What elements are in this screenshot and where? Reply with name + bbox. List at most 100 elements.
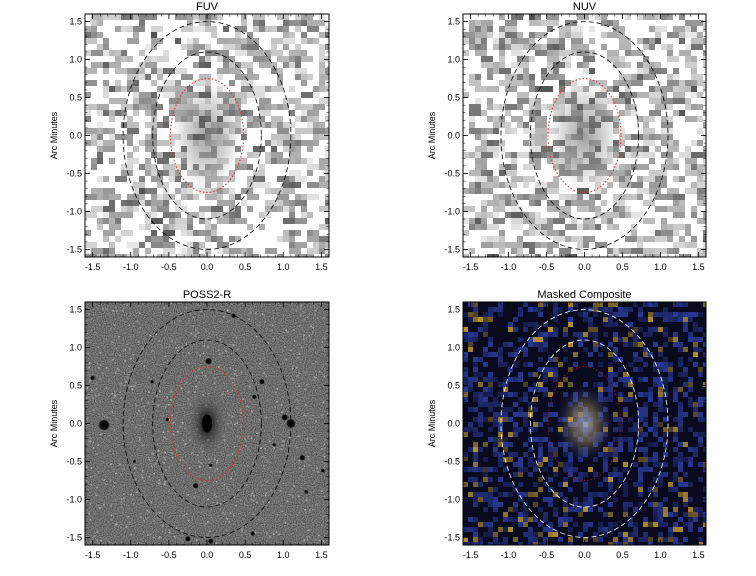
- y-tick-label: -0.5: [444, 168, 460, 178]
- y-tick-label: 0.0: [69, 419, 82, 429]
- panel-composite: -1.5 -1.0 -0.5 0.0 0.5 1.0 1.5 1.5 1.0 0.5 0.0 -0.5…: [427, 289, 707, 560]
- x-tick-label: 0.0: [578, 262, 591, 272]
- x-tick-label: -0.5: [539, 262, 555, 272]
- x-tick-label: 0.0: [201, 262, 214, 272]
- x-tick-label: -1.0: [501, 550, 517, 560]
- star-14: [165, 417, 170, 422]
- x-tick-label: -1.5: [463, 262, 479, 272]
- panel-title: FUV: [196, 1, 219, 13]
- x-tick-label: 1.5: [692, 262, 705, 272]
- inner-red-ellipse: [547, 77, 622, 194]
- y-tick-label: 1.5: [447, 305, 460, 315]
- star-6: [281, 413, 289, 421]
- y-tick-label: -1.0: [444, 206, 460, 216]
- star-8: [320, 468, 326, 473]
- x-tick-label: 1.0: [277, 262, 290, 272]
- y-tick-label: 0.5: [447, 381, 460, 391]
- inner-red-ellipse: [169, 77, 245, 194]
- x-tick-label: -1.0: [123, 262, 139, 272]
- y-tick-label: -0.5: [66, 168, 82, 178]
- star-2: [231, 313, 237, 319]
- x-tick-label: -1.5: [85, 550, 101, 560]
- y-tick-label: 0.0: [447, 419, 460, 429]
- panel-title: NUV: [573, 1, 597, 13]
- outer-ellipse: [122, 21, 292, 250]
- y-tick-label: 1.5: [447, 17, 460, 27]
- y-tick-label: 1.5: [69, 17, 82, 27]
- y-tick-label: 0.5: [69, 381, 82, 391]
- y-tick-label: -1.5: [66, 532, 82, 542]
- y-tick-label: 1.0: [69, 55, 82, 65]
- star-17: [272, 442, 277, 447]
- middle-ellipse: [529, 51, 640, 220]
- y-tick-label: 1.0: [69, 343, 82, 353]
- y-tick-label: -1.0: [66, 206, 82, 216]
- panel-poss2r: -1.5 -1.0 -0.5 0.0 0.5 1.0 1.5 1.5 1.0 0.5 0.0 -0.5…: [49, 289, 330, 560]
- panel-title: POSS2-R: [183, 289, 231, 301]
- x-tick-label: 1.5: [315, 262, 328, 272]
- inner-red-ellipse: [547, 365, 622, 482]
- y-tick-label: -1.5: [444, 532, 460, 542]
- star-1: [205, 357, 213, 365]
- star-9: [192, 482, 199, 489]
- star-4: [251, 394, 257, 400]
- y-tick-label: 0.5: [69, 93, 82, 103]
- outer-ellipse: [122, 309, 292, 538]
- y-axis-label: Arc Minutes: [49, 111, 59, 159]
- star-13: [150, 379, 155, 384]
- star-10: [184, 535, 191, 542]
- outer-ellipse: [500, 21, 669, 250]
- panel-fuv: -1.5 -1.0 -0.5 0.0 0.5 1.0 1.5 1.5 1.0 0.5 0.0 -0.5…: [49, 1, 330, 272]
- outer-ellipse: [500, 309, 669, 538]
- x-tick-label: -1.0: [501, 262, 517, 272]
- y-tick-label: -1.0: [66, 494, 82, 504]
- x-tick-label: -1.5: [463, 550, 479, 560]
- y-tick-label: -0.5: [444, 456, 460, 466]
- x-tick-label: 0.0: [578, 550, 591, 560]
- x-tick-label: 1.0: [654, 550, 667, 560]
- star-12: [208, 463, 213, 468]
- y-tick-label: -0.5: [66, 456, 82, 466]
- panel-nuv: -1.5 -1.0 -0.5 0.0 0.5 1.0 1.5 1.5 1.0 0.5 0.0 -0.5…: [427, 1, 707, 272]
- star-16: [250, 531, 256, 537]
- panel-title: Masked Composite: [537, 289, 631, 301]
- x-tick-label: -0.5: [539, 550, 555, 560]
- y-tick-label: 0.5: [447, 93, 460, 103]
- star-7: [299, 454, 306, 461]
- x-tick-label: 1.5: [692, 550, 705, 560]
- composite-image: [463, 302, 706, 545]
- y-tick-label: 0.0: [69, 131, 82, 141]
- y-axis-label: Arc Minutes: [427, 111, 437, 159]
- y-tick-label: -1.5: [66, 244, 82, 254]
- x-tick-label: -1.5: [85, 262, 101, 272]
- y-tick-label: 1.0: [447, 55, 460, 65]
- y-tick-label: 0.0: [447, 131, 460, 141]
- y-tick-label: 1.5: [69, 305, 82, 315]
- star-0: [98, 419, 111, 432]
- y-tick-label: 1.0: [447, 343, 460, 353]
- x-tick-label: 1.0: [654, 262, 667, 272]
- x-tick-label: 0.5: [239, 550, 252, 560]
- y-tick-label: -1.0: [444, 494, 460, 504]
- poss2r-image: [85, 302, 329, 545]
- x-tick-label: -0.5: [161, 550, 177, 560]
- x-tick-label: 0.5: [239, 262, 252, 272]
- y-axis-label: Arc Minutes: [427, 399, 437, 447]
- nuv-image: [463, 14, 706, 257]
- star-19: [303, 489, 309, 495]
- x-tick-label: -0.5: [161, 262, 177, 272]
- star-11: [207, 538, 214, 545]
- x-tick-label: 0.0: [201, 550, 214, 560]
- x-tick-label: 1.0: [277, 550, 290, 560]
- star-18: [132, 459, 137, 464]
- inner-red-ellipse: [169, 365, 245, 482]
- middle-ellipse: [152, 51, 262, 220]
- x-tick-label: -1.0: [123, 550, 139, 560]
- y-tick-label: -1.5: [444, 244, 460, 254]
- x-tick-label: 0.5: [616, 262, 629, 272]
- x-tick-label: 0.5: [616, 550, 629, 560]
- middle-ellipse: [152, 339, 262, 508]
- x-tick-label: 1.5: [315, 550, 328, 560]
- star-3: [258, 378, 265, 385]
